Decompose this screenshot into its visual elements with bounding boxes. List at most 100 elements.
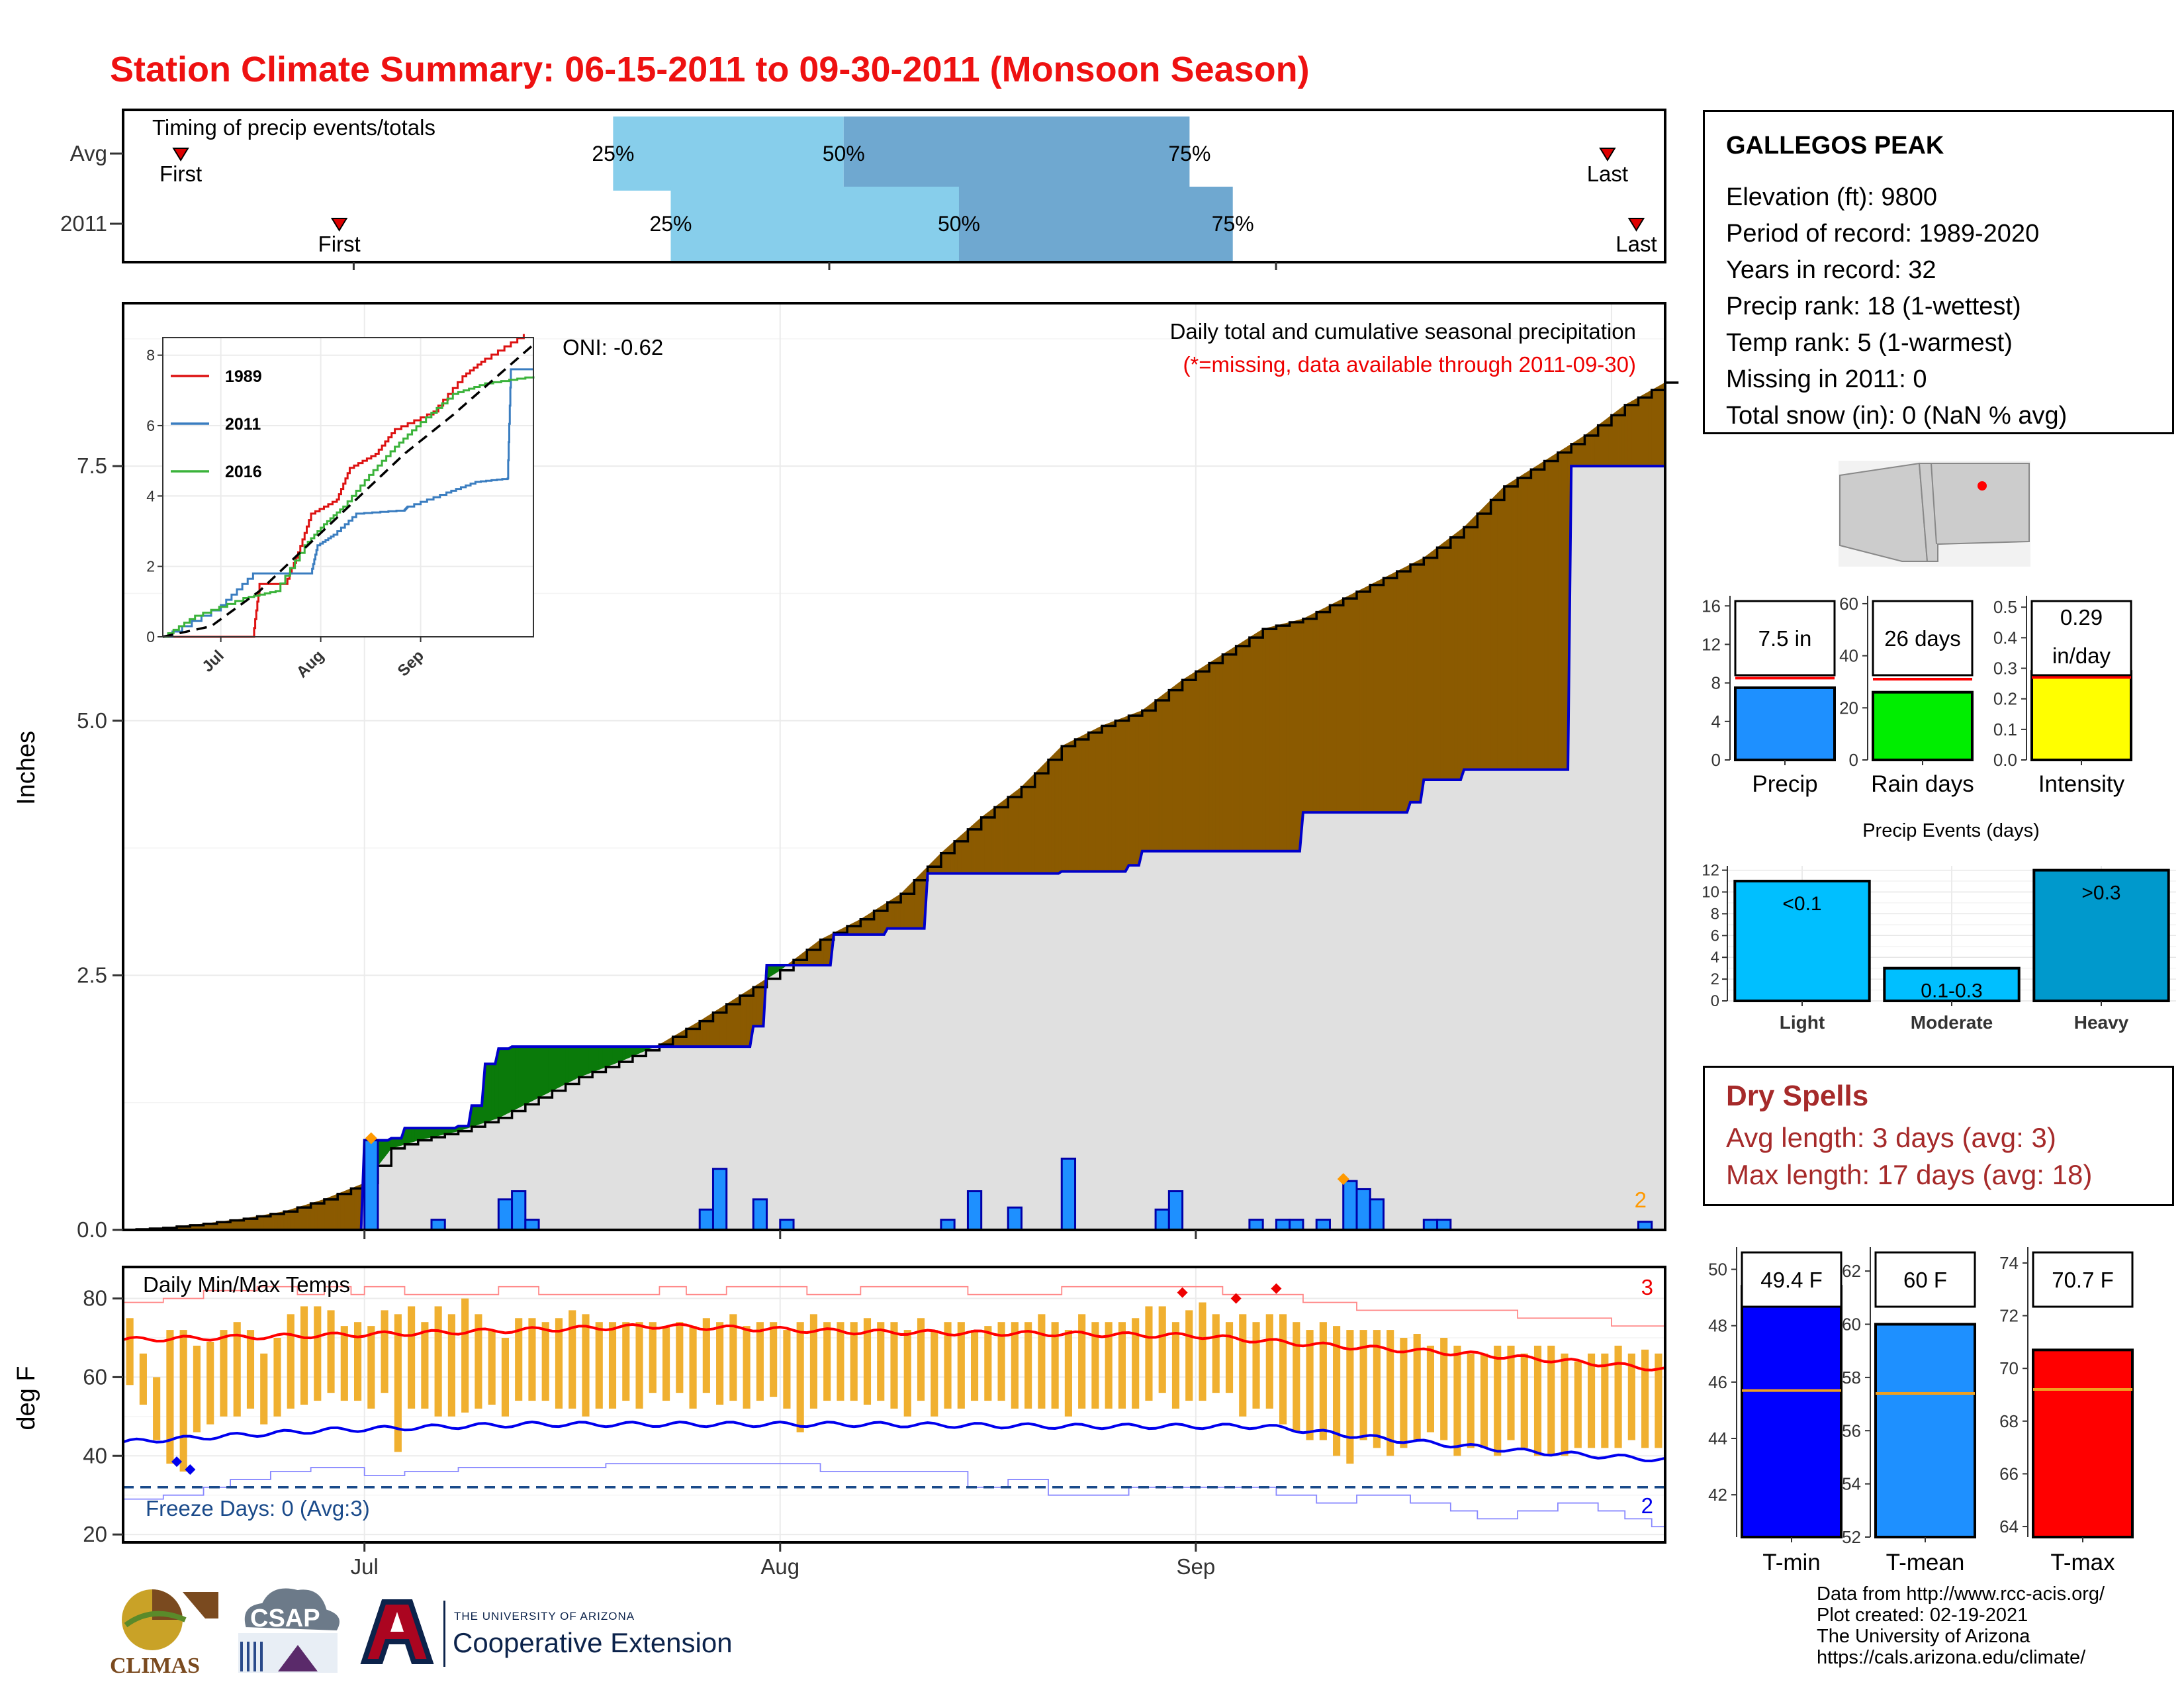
summary-y-tick-label: 70 <box>1999 1358 2019 1378</box>
temp-daily-range-bar <box>1199 1302 1206 1401</box>
precip-daily-bar <box>363 1139 379 1231</box>
summary-annotation: 0.29 in/day <box>2052 605 2111 668</box>
precip-daily-bar <box>497 1198 514 1231</box>
precip-daily-bar <box>1275 1219 1291 1231</box>
precip-anomaly-segment <box>1319 608 1324 813</box>
temp-daily-range-bar <box>1293 1322 1300 1432</box>
temp-record-min-line <box>123 1463 1665 1528</box>
temp-daily-range-bar <box>917 1318 925 1401</box>
temp-record-max-line <box>123 1286 1665 1327</box>
temp-daily-range-bar <box>220 1330 228 1417</box>
precip-anomaly-segment <box>1336 600 1340 813</box>
precip-anomaly-segment <box>491 1063 496 1121</box>
timing-q25-label: 25% <box>649 212 692 236</box>
precip-anomaly-segment <box>1551 454 1555 770</box>
precip-anomaly-segment <box>1142 707 1146 851</box>
summary-annotation-box <box>2032 1251 2134 1308</box>
timing-last-marker <box>1599 148 1616 162</box>
precip-anomaly-segment <box>612 1046 616 1065</box>
precip-anomaly-segment <box>390 1138 395 1149</box>
temp-x-tick-label: Jul <box>351 1554 379 1579</box>
precip-anomaly-segment <box>475 1105 479 1126</box>
precip-anomaly-segment <box>1443 539 1448 780</box>
summary-y-tick-label: 68 <box>1999 1411 2019 1431</box>
page-title: Station Climate Summary: 06-15-2011 to 0… <box>110 50 1310 89</box>
precip-anomaly-segment <box>317 1199 322 1231</box>
precip-anomaly-segment <box>1420 557 1424 802</box>
precip-anomaly-segment <box>1356 589 1361 813</box>
dry-spells-avg: Avg length: 3 days (avg: 3) <box>1726 1122 2056 1153</box>
temp-daily-range-bar <box>300 1306 308 1405</box>
precip-anomaly-segment <box>1276 624 1280 851</box>
precip-anomaly-segment <box>619 1046 623 1062</box>
precip-anomaly-segment <box>1078 735 1082 872</box>
temp-daily-range-bar <box>1265 1314 1273 1409</box>
temp-y-tick-label: 20 <box>83 1522 107 1546</box>
precip-anomaly-segment <box>1635 397 1639 467</box>
temp-daily-range-bar <box>622 1322 630 1401</box>
summary-annotation: 49.4 F <box>1760 1268 1823 1292</box>
temp-daily-range-bar <box>944 1322 952 1409</box>
temp-daily-range-bar <box>1024 1322 1032 1409</box>
timing-q75-label: 75% <box>1168 142 1210 165</box>
precip-daily-bar <box>1355 1188 1371 1231</box>
precip-anomaly-segment <box>575 1046 580 1080</box>
precip-anomaly-segment <box>1222 652 1226 851</box>
summary-annotation-box <box>1872 600 1974 677</box>
precip-anomaly-segment <box>327 1196 332 1231</box>
summary-annotation-box <box>1741 1251 1843 1308</box>
precip-anomaly-segment <box>1440 541 1444 780</box>
temp-daily-range-bar <box>1413 1334 1421 1440</box>
temp-daily-range-bar <box>1561 1353 1569 1456</box>
temp-record-min-marker <box>171 1456 183 1468</box>
summary-y-tick-label: 66 <box>1999 1464 2019 1483</box>
precip-anomaly-segment <box>1480 506 1484 770</box>
temp-daily-range-bar <box>743 1326 751 1409</box>
precip-anomaly-segment <box>1330 603 1334 813</box>
precip-anomaly-segment <box>1088 730 1093 872</box>
summary-y-tick-label: 8 <box>1711 673 1721 693</box>
precip-frame <box>122 302 1666 1231</box>
precip-anomaly-segment <box>1326 604 1330 813</box>
precip-anomaly-segment <box>1400 567 1404 813</box>
summary-x-label: T-min <box>1762 1550 1821 1575</box>
timing-bar-q25-q50 <box>613 117 844 191</box>
precip-average-line <box>123 381 1679 1231</box>
temp-daily-range-bar <box>1225 1322 1234 1393</box>
precip-anomaly-segment <box>508 1046 512 1113</box>
precip-anomaly-segment <box>971 823 975 874</box>
map-state-new-mexico <box>1918 463 2030 562</box>
precip-anomaly-segment <box>1366 585 1371 813</box>
precip-anomaly-segment <box>743 991 747 1047</box>
summary-y-tick-label: 64 <box>1999 1517 2019 1536</box>
precip-anomaly-segment <box>1387 574 1390 813</box>
locator-map <box>1839 461 2030 567</box>
temp-daily-range-bar <box>1011 1322 1019 1409</box>
timing-bar-q25-q50 <box>670 187 959 261</box>
precip-daily-bar <box>711 1168 728 1231</box>
precip-anomaly-segment <box>1158 694 1163 851</box>
temp-daily-range-bar <box>1078 1314 1086 1409</box>
timing-last-label: Last <box>1587 162 1628 186</box>
precip-anomaly-segment <box>706 1014 710 1047</box>
precip-cumulative-fill <box>123 466 1665 1231</box>
inset-frame <box>162 337 534 637</box>
temp-daily-range-bar <box>1601 1353 1609 1448</box>
logo-csap: CSAP <box>238 1585 342 1673</box>
precip-anomaly-segment <box>1058 745 1062 874</box>
precip-anomaly-segment <box>1031 773 1036 874</box>
temp-daily-range-bar <box>233 1322 241 1417</box>
precip-anomaly-segment <box>756 982 760 1027</box>
precip-chart-title: Daily total and cumulative seasonal prec… <box>1170 319 1636 344</box>
credit-data-source: Data from http://www.rcc-acis.org/ <box>1817 1583 2105 1605</box>
precip-daily-bar <box>1248 1219 1264 1231</box>
precip-daily-bar <box>1315 1219 1331 1231</box>
precip-anomaly-segment <box>408 1127 412 1144</box>
precip-anomaly-segment <box>1578 437 1582 467</box>
precip-daily-bar <box>1007 1206 1023 1231</box>
precip-anomaly-segment <box>1507 481 1512 770</box>
summary-x-label: Rain days <box>1871 771 1974 797</box>
temp-daily-range-bar <box>1400 1337 1408 1448</box>
temp-daily-range-bar <box>635 1322 643 1409</box>
precip-anomaly-segment <box>1125 715 1129 872</box>
